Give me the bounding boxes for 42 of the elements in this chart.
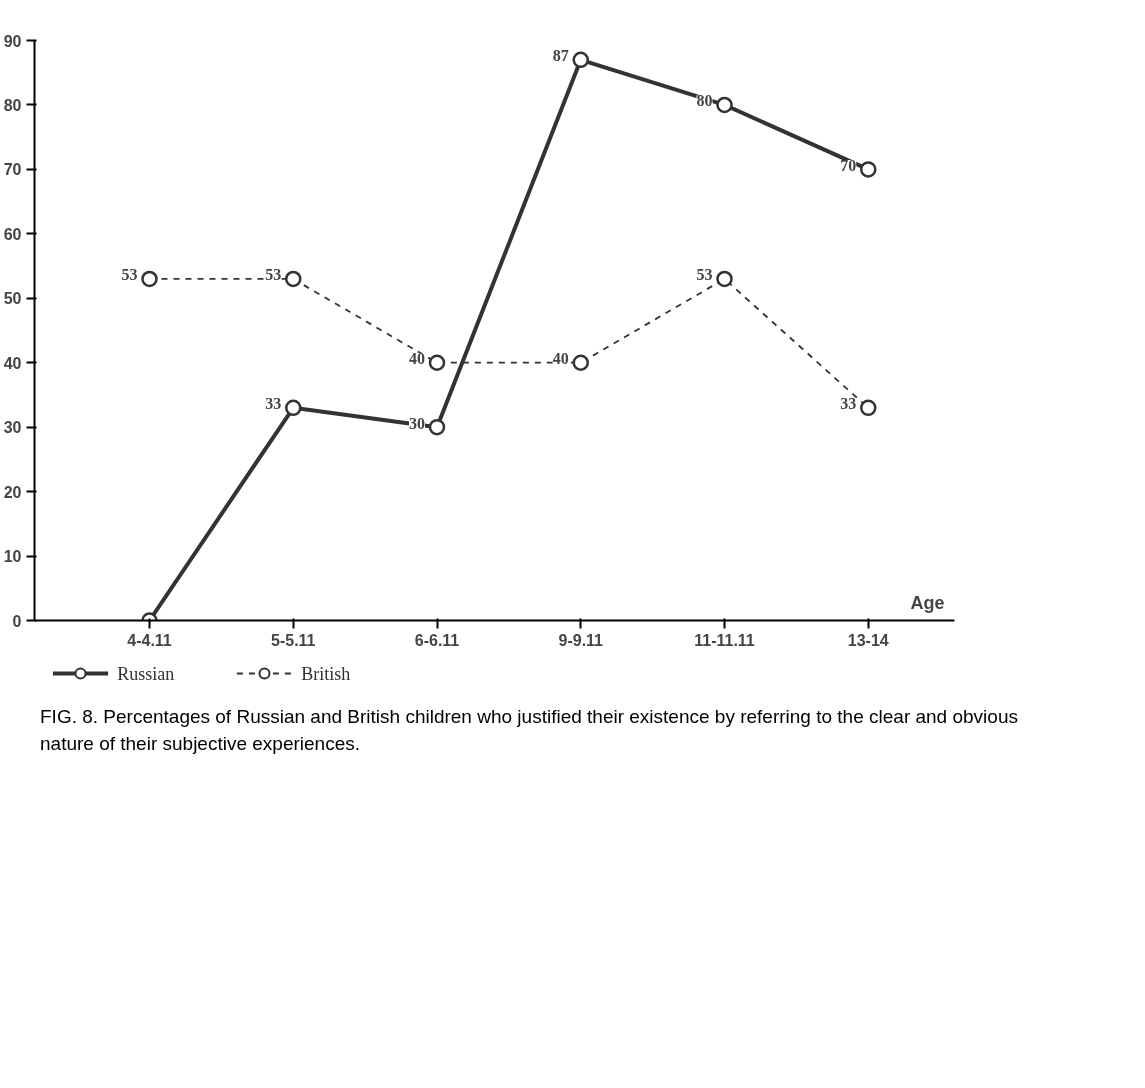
- caption: FIG. 8. Percentages of Russian and British children who justified their existence by referring to the clear and obvious nature of their subjective experiences.: [40, 705, 1019, 757]
- legend-label: Russian: [117, 663, 175, 684]
- x-axis-title: Age: [910, 592, 945, 613]
- point: [572, 354, 589, 371]
- x-tick-label: 11-11.11: [694, 631, 755, 649]
- x-tick-label: 6-6.11: [414, 631, 460, 649]
- data-label: 40: [552, 350, 569, 368]
- y-tick-label: 50: [3, 290, 22, 308]
- y-tick-label: 30: [3, 419, 22, 437]
- data-label: 30: [409, 414, 425, 432]
- data-label: 80: [696, 92, 713, 110]
- data-label: 53: [265, 266, 282, 284]
- point: [428, 354, 446, 371]
- y-tick-label: 90: [3, 32, 22, 50]
- data-label: 53: [696, 266, 713, 284]
- data-label: 33: [840, 395, 857, 413]
- y-tick-label: 70: [3, 161, 22, 179]
- x-tick-label: 13-14: [847, 631, 889, 649]
- data-label: 70: [840, 156, 857, 174]
- x-tick-label: 5-5.11: [271, 631, 316, 649]
- point: [716, 270, 733, 288]
- point: [716, 96, 733, 114]
- y-tick-label: 80: [3, 96, 22, 114]
- y-tick-label: 0: [12, 612, 22, 630]
- y-tick-label: 60: [3, 225, 22, 243]
- point: [572, 51, 589, 69]
- data-label: 40: [409, 350, 425, 368]
- point: [428, 418, 446, 436]
- point: [860, 161, 877, 178]
- point: [860, 399, 877, 417]
- legend-label: British: [301, 663, 351, 684]
- point: [285, 399, 302, 417]
- y-tick-label: 20: [3, 483, 22, 501]
- y-tick-label: 40: [3, 354, 22, 372]
- data-label: 33: [265, 395, 282, 413]
- x-tick-label: 9-9.11: [558, 631, 604, 649]
- x-tick-label: 4-4.11: [127, 631, 172, 649]
- data-label: 53: [121, 266, 138, 284]
- data-label: 87: [552, 47, 569, 65]
- y-tick-label: 10: [3, 548, 22, 566]
- point: [141, 270, 158, 288]
- point: [285, 270, 302, 288]
